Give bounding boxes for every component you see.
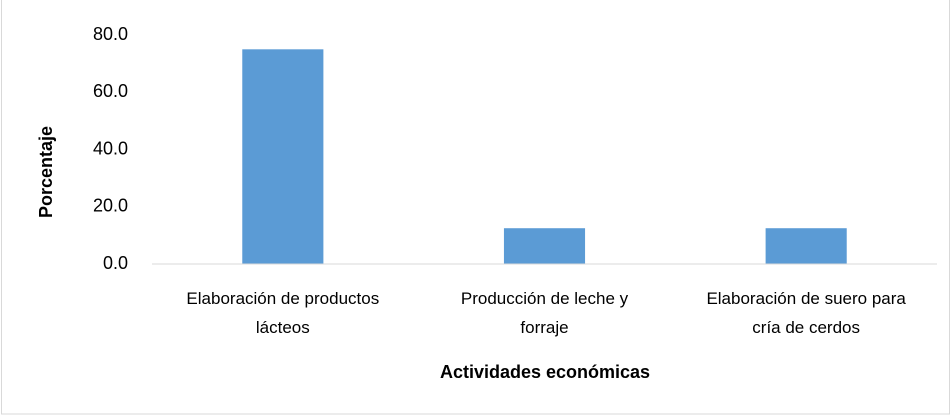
bar [503, 228, 586, 264]
x-axis-title: Actividades económicas [440, 362, 650, 382]
y-tick-label: 60.0 [93, 81, 128, 101]
y-tick-label: 20.0 [93, 196, 128, 216]
bar [765, 228, 847, 264]
y-tick-label: 40.0 [93, 138, 128, 158]
y-axis-title: Porcentaje [36, 126, 56, 218]
y-tick-label: 0.0 [103, 253, 128, 273]
y-tick-label: 80.0 [93, 24, 128, 44]
bar [242, 49, 324, 264]
x-tick-label: Elaboración de productos lácteos [186, 289, 380, 337]
x-tick-label: Producción de leche y forraje [460, 289, 629, 337]
x-tick-label: Elaboración de suero para cría de cerdos [706, 289, 906, 337]
